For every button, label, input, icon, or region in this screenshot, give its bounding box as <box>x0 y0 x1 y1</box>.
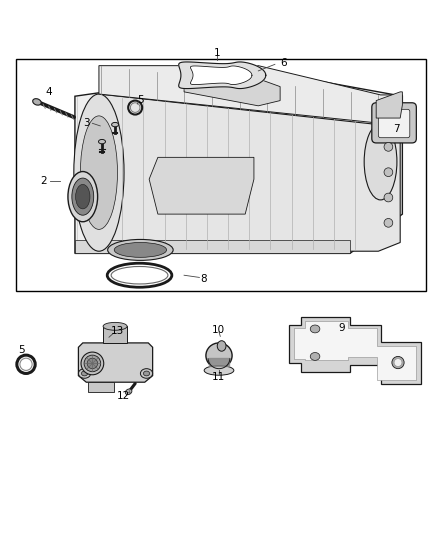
FancyBboxPatch shape <box>378 109 410 138</box>
Text: 5: 5 <box>137 95 144 104</box>
Text: 3: 3 <box>83 118 90 128</box>
Ellipse shape <box>141 369 152 378</box>
Ellipse shape <box>81 352 104 375</box>
Text: 8: 8 <box>201 274 207 284</box>
Text: 1: 1 <box>213 47 220 58</box>
Text: 7: 7 <box>393 124 399 134</box>
Polygon shape <box>289 317 421 384</box>
Polygon shape <box>376 92 403 118</box>
Text: 2: 2 <box>40 176 47 186</box>
Ellipse shape <box>384 193 393 202</box>
Ellipse shape <box>144 371 150 376</box>
Polygon shape <box>103 326 127 343</box>
Ellipse shape <box>204 366 234 375</box>
Ellipse shape <box>310 352 320 360</box>
Polygon shape <box>294 321 417 380</box>
Polygon shape <box>191 66 252 85</box>
FancyBboxPatch shape <box>372 103 417 143</box>
Text: 12: 12 <box>117 391 130 401</box>
Ellipse shape <box>76 184 90 209</box>
Text: 11: 11 <box>212 372 225 382</box>
Ellipse shape <box>217 341 226 351</box>
Ellipse shape <box>78 369 91 378</box>
Text: 6: 6 <box>280 58 287 68</box>
Ellipse shape <box>112 123 119 127</box>
Ellipse shape <box>114 243 166 257</box>
Ellipse shape <box>108 239 173 261</box>
Text: 5: 5 <box>18 345 25 356</box>
Ellipse shape <box>81 116 117 229</box>
Ellipse shape <box>310 325 320 333</box>
Text: 10: 10 <box>212 325 225 335</box>
Text: 9: 9 <box>339 322 346 333</box>
Ellipse shape <box>384 168 393 176</box>
Ellipse shape <box>74 94 124 251</box>
Ellipse shape <box>33 99 41 105</box>
Polygon shape <box>149 157 254 214</box>
Polygon shape <box>99 94 400 251</box>
Polygon shape <box>78 343 152 382</box>
Ellipse shape <box>68 172 98 222</box>
Polygon shape <box>75 70 403 253</box>
Ellipse shape <box>72 178 94 215</box>
Ellipse shape <box>103 322 127 330</box>
Text: 4: 4 <box>46 87 52 97</box>
Polygon shape <box>75 240 350 253</box>
Polygon shape <box>184 79 280 106</box>
Ellipse shape <box>384 142 393 151</box>
Ellipse shape <box>87 358 98 369</box>
Polygon shape <box>99 66 403 123</box>
Ellipse shape <box>125 389 132 394</box>
Bar <box>16 59 426 290</box>
Ellipse shape <box>394 359 402 367</box>
Text: 13: 13 <box>111 326 124 336</box>
Polygon shape <box>179 62 266 88</box>
Ellipse shape <box>81 371 88 376</box>
Ellipse shape <box>206 343 232 368</box>
Ellipse shape <box>392 357 404 369</box>
Ellipse shape <box>99 140 106 144</box>
Ellipse shape <box>364 124 397 200</box>
Polygon shape <box>88 382 114 392</box>
Ellipse shape <box>384 219 393 227</box>
Ellipse shape <box>84 355 101 372</box>
